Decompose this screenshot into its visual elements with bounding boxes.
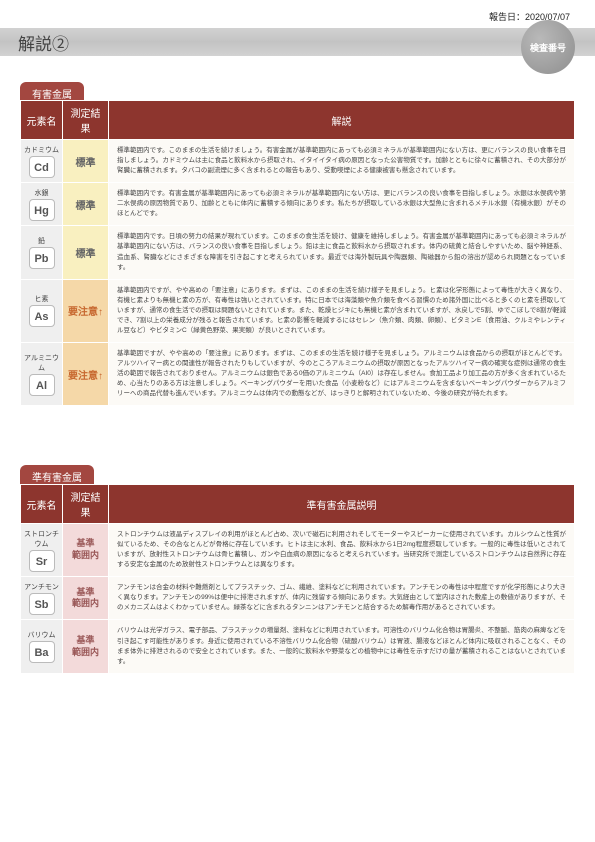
- element-name: 鉛: [24, 236, 59, 246]
- element-name: アンチモン: [24, 582, 59, 592]
- col-desc: 解説: [109, 101, 575, 140]
- element-cell: 鉛Pb: [21, 226, 63, 279]
- col-element: 元素名: [21, 101, 63, 140]
- description-cell: 基準範囲内ですが、やや高めの「要注意」にあります。まずは、このままの生活を続け様…: [109, 279, 575, 342]
- element-symbol: Ba: [29, 641, 55, 663]
- element-cell: カドミウムCd: [21, 140, 63, 183]
- table-row: カドミウムCd標準標準範囲内です。このままの生活を続けましょう。有害金属が基準範…: [21, 140, 575, 183]
- exam-number-badge: 検査番号: [521, 20, 575, 74]
- element-name: カドミウム: [24, 145, 59, 155]
- result-cell: 要注意↑: [63, 279, 109, 342]
- description-cell: 標準範囲内です。このままの生活を続けましょう。有害金属が基準範囲内にあっても必須…: [109, 140, 575, 183]
- element-cell: アンチモンSb: [21, 577, 63, 620]
- element-cell: ストロンチウムSr: [21, 524, 63, 577]
- description-cell: アンチモンは合金の材料や難燃剤としてプラスチック、ゴム、繊維、塗料などに利用され…: [109, 577, 575, 620]
- element-symbol: Al: [29, 374, 55, 396]
- col-result: 測定結果: [63, 485, 109, 524]
- page-title: 解説②: [18, 30, 69, 55]
- table-row: バリウムBa基準範囲内バリウムは光学ガラス、電子部品、プラスチックの増量剤、塗料…: [21, 620, 575, 673]
- element-symbol: Pb: [29, 247, 55, 269]
- table-row: アルミニウムAl要注意↑基準範囲ですが、やや高めの「要注意」にあります。まずは、…: [21, 342, 575, 405]
- element-symbol: Cd: [29, 156, 55, 178]
- element-name: アルミニウム: [24, 353, 59, 373]
- result-cell: 標準: [63, 183, 109, 226]
- result-cell: 基準範囲内: [63, 524, 109, 577]
- description-cell: 標準範囲内です。有害金属が基準範囲内にあっても必須ミネラルが基準範囲内にない方は…: [109, 183, 575, 226]
- element-cell: バリウムBa: [21, 620, 63, 673]
- element-cell: アルミニウムAl: [21, 342, 63, 405]
- element-cell: ヒ素As: [21, 279, 63, 342]
- element-cell: 水銀Hg: [21, 183, 63, 226]
- col-element: 元素名: [21, 485, 63, 524]
- description-cell: バリウムは光学ガラス、電子部品、プラスチックの増量剤、塗料などに利用されています…: [109, 620, 575, 673]
- result-cell: 標準: [63, 140, 109, 183]
- table-row: 水銀Hg標準標準範囲内です。有害金属が基準範囲内にあっても必須ミネラルが基準範囲…: [21, 183, 575, 226]
- description-cell: ストロンチウムは液晶ディスプレイの利用がほとんど占め、次いで磁石に利用されそして…: [109, 524, 575, 577]
- description-cell: 基準範囲ですが、やや高めの「要注意」にあります。まずは、このままの生活を続け様子…: [109, 342, 575, 405]
- element-name: 水銀: [24, 188, 59, 198]
- table-row: アンチモンSb基準範囲内アンチモンは合金の材料や難燃剤としてプラスチック、ゴム、…: [21, 577, 575, 620]
- element-name: ストロンチウム: [24, 529, 59, 549]
- col-desc: 準有害金属説明: [109, 485, 575, 524]
- element-symbol: Sb: [29, 593, 55, 615]
- result-cell: 基準範囲内: [63, 577, 109, 620]
- table-row: ヒ素As要注意↑基準範囲内ですが、やや高めの「要注意」にあります。まずは、このま…: [21, 279, 575, 342]
- table-row: 鉛Pb標準標準範囲内です。日頃の努力の結果が現れています。このままの食生活を続け…: [21, 226, 575, 279]
- element-symbol: Hg: [29, 199, 55, 221]
- element-name: バリウム: [24, 630, 59, 640]
- element-symbol: As: [29, 305, 55, 327]
- table-row: ストロンチウムSr基準範囲内ストロンチウムは液晶ディスプレイの利用がほとんど占め…: [21, 524, 575, 577]
- result-cell: 要注意↑: [63, 342, 109, 405]
- col-result: 測定結果: [63, 101, 109, 140]
- element-symbol: Sr: [29, 550, 55, 572]
- element-name: ヒ素: [24, 294, 59, 304]
- description-cell: 標準範囲内です。日頃の努力の結果が現れています。このままの食生活を続け、健康を維…: [109, 226, 575, 279]
- result-cell: 基準範囲内: [63, 620, 109, 673]
- result-cell: 標準: [63, 226, 109, 279]
- title-bar: 解説②: [0, 28, 595, 56]
- harmful-metals-table: 元素名 測定結果 解説 カドミウムCd標準標準範囲内です。このままの生活を続けま…: [20, 100, 575, 406]
- semi-harmful-metals-table: 元素名 測定結果 準有害金属説明 ストロンチウムSr基準範囲内ストロンチウムは液…: [20, 484, 575, 674]
